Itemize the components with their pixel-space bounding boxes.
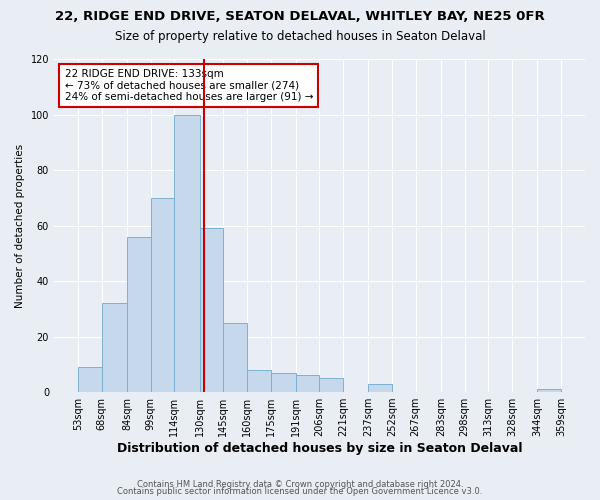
Text: 22, RIDGE END DRIVE, SEATON DELAVAL, WHITLEY BAY, NE25 0FR: 22, RIDGE END DRIVE, SEATON DELAVAL, WHI… bbox=[55, 10, 545, 23]
X-axis label: Distribution of detached houses by size in Seaton Delaval: Distribution of detached houses by size … bbox=[117, 442, 522, 455]
Bar bbox=[247, 370, 271, 392]
Bar bbox=[271, 372, 296, 392]
Text: 22 RIDGE END DRIVE: 133sqm
← 73% of detached houses are smaller (274)
24% of sem: 22 RIDGE END DRIVE: 133sqm ← 73% of deta… bbox=[65, 69, 313, 102]
Bar bbox=[175, 114, 200, 392]
Bar bbox=[151, 198, 175, 392]
Text: Size of property relative to detached houses in Seaton Delaval: Size of property relative to detached ho… bbox=[115, 30, 485, 43]
Bar bbox=[200, 228, 223, 392]
Y-axis label: Number of detached properties: Number of detached properties bbox=[15, 144, 25, 308]
Text: Contains HM Land Registry data © Crown copyright and database right 2024.: Contains HM Land Registry data © Crown c… bbox=[137, 480, 463, 489]
Bar bbox=[102, 304, 127, 392]
Bar bbox=[127, 236, 151, 392]
Bar bbox=[537, 390, 561, 392]
Bar bbox=[78, 367, 102, 392]
Text: Contains public sector information licensed under the Open Government Licence v3: Contains public sector information licen… bbox=[118, 487, 482, 496]
Bar bbox=[223, 322, 247, 392]
Bar bbox=[368, 384, 392, 392]
Bar bbox=[296, 376, 319, 392]
Bar bbox=[319, 378, 343, 392]
